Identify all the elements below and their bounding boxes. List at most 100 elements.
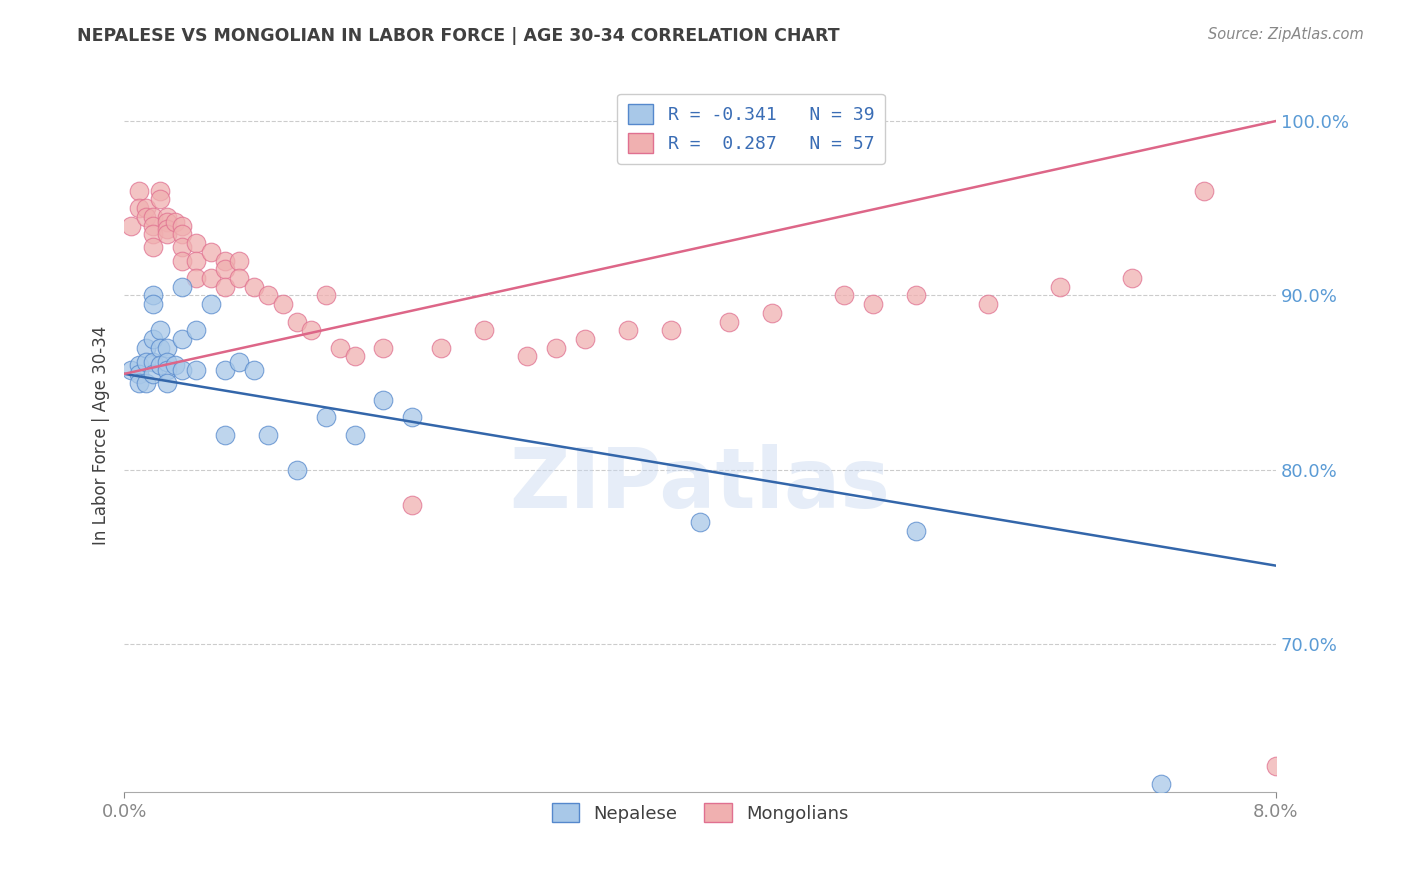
Point xyxy=(156,210,179,224)
Point xyxy=(128,358,150,372)
Point xyxy=(228,271,250,285)
Point xyxy=(200,244,222,259)
Point xyxy=(170,227,193,242)
Point xyxy=(170,363,193,377)
Point xyxy=(228,253,250,268)
Point xyxy=(200,297,222,311)
Point xyxy=(142,227,165,242)
Point xyxy=(128,376,150,390)
Point xyxy=(149,193,172,207)
Point xyxy=(862,297,884,311)
Point xyxy=(142,354,165,368)
Point xyxy=(170,279,193,293)
Point xyxy=(163,358,186,372)
Point xyxy=(905,288,928,302)
Point xyxy=(546,341,568,355)
Point xyxy=(717,314,740,328)
Point xyxy=(135,201,157,215)
Point xyxy=(574,332,596,346)
Point xyxy=(135,341,157,355)
Point xyxy=(214,279,236,293)
Point xyxy=(186,236,208,251)
Point xyxy=(142,332,165,346)
Point xyxy=(315,410,337,425)
Point xyxy=(257,428,280,442)
Point xyxy=(617,323,640,337)
Point xyxy=(401,410,423,425)
Point xyxy=(135,354,157,368)
Point xyxy=(1150,776,1173,790)
Point xyxy=(299,323,322,337)
Point xyxy=(135,376,157,390)
Point xyxy=(156,341,179,355)
Point xyxy=(128,367,150,381)
Point xyxy=(186,271,208,285)
Point xyxy=(214,428,236,442)
Point xyxy=(149,184,172,198)
Point xyxy=(170,332,193,346)
Point xyxy=(186,253,208,268)
Point xyxy=(170,219,193,233)
Point xyxy=(156,363,179,377)
Point xyxy=(1121,271,1143,285)
Point xyxy=(214,253,236,268)
Point xyxy=(257,288,280,302)
Point xyxy=(142,367,165,381)
Point xyxy=(373,392,395,407)
Point xyxy=(149,341,172,355)
Point xyxy=(832,288,855,302)
Point xyxy=(156,376,179,390)
Point xyxy=(142,288,165,302)
Point xyxy=(142,219,165,233)
Point xyxy=(156,354,179,368)
Point xyxy=(156,215,179,229)
Point xyxy=(120,219,142,233)
Point xyxy=(142,297,165,311)
Point xyxy=(472,323,495,337)
Text: ZIPatlas: ZIPatlas xyxy=(509,444,890,525)
Point xyxy=(170,253,193,268)
Point xyxy=(659,323,682,337)
Point xyxy=(243,279,266,293)
Point xyxy=(905,524,928,538)
Y-axis label: In Labor Force | Age 30-34: In Labor Force | Age 30-34 xyxy=(93,326,110,544)
Point xyxy=(142,210,165,224)
Point xyxy=(430,341,453,355)
Point xyxy=(214,363,236,377)
Point xyxy=(120,363,142,377)
Text: NEPALESE VS MONGOLIAN IN LABOR FORCE | AGE 30-34 CORRELATION CHART: NEPALESE VS MONGOLIAN IN LABOR FORCE | A… xyxy=(77,27,839,45)
Point xyxy=(149,358,172,372)
Point xyxy=(1265,759,1288,773)
Point xyxy=(761,306,783,320)
Point xyxy=(343,428,366,442)
Point xyxy=(128,184,150,198)
Point xyxy=(329,341,352,355)
Point xyxy=(343,350,366,364)
Point xyxy=(163,215,186,229)
Point xyxy=(401,498,423,512)
Point xyxy=(128,201,150,215)
Point xyxy=(186,323,208,337)
Point xyxy=(516,350,538,364)
Point xyxy=(1049,279,1071,293)
Point xyxy=(373,341,395,355)
Point xyxy=(186,363,208,377)
Point xyxy=(315,288,337,302)
Point xyxy=(214,262,236,277)
Text: Source: ZipAtlas.com: Source: ZipAtlas.com xyxy=(1208,27,1364,42)
Point xyxy=(156,227,179,242)
Point xyxy=(156,222,179,236)
Legend: Nepalese, Mongolians: Nepalese, Mongolians xyxy=(544,796,856,830)
Point xyxy=(228,354,250,368)
Point xyxy=(200,271,222,285)
Point xyxy=(271,297,294,311)
Point xyxy=(977,297,1000,311)
Point xyxy=(285,314,308,328)
Point xyxy=(1192,184,1215,198)
Point xyxy=(142,239,165,253)
Point xyxy=(243,363,266,377)
Point xyxy=(285,463,308,477)
Point xyxy=(170,239,193,253)
Point xyxy=(689,515,711,529)
Point xyxy=(149,323,172,337)
